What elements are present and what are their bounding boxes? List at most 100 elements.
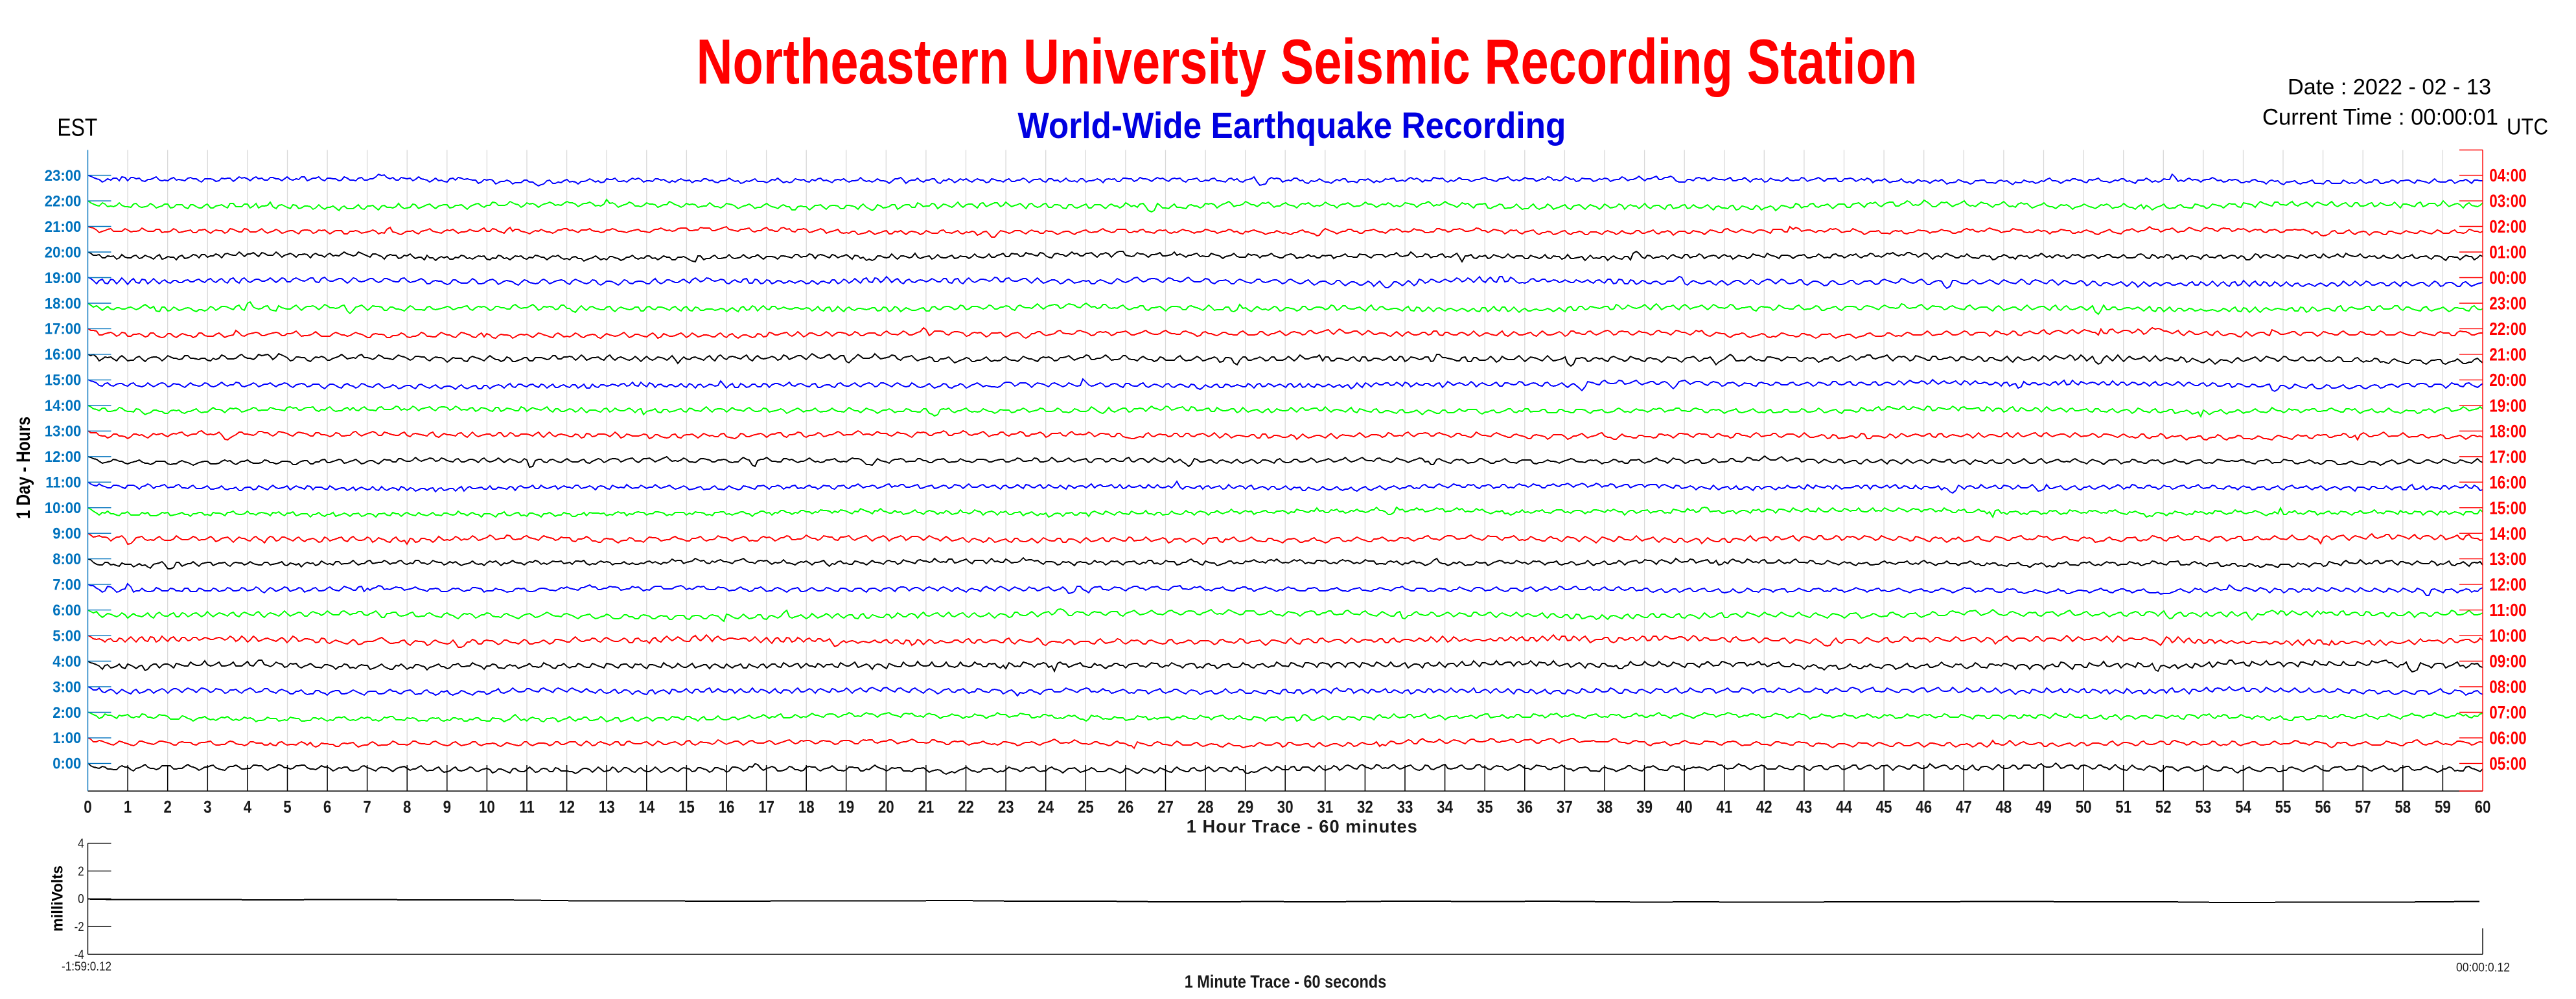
svg-text:13:00: 13:00 xyxy=(2489,549,2526,569)
svg-text:10:00: 10:00 xyxy=(45,500,82,517)
svg-text:5:00: 5:00 xyxy=(52,627,81,645)
svg-text:13: 13 xyxy=(599,798,615,817)
svg-text:44: 44 xyxy=(1836,798,1852,817)
svg-text:39: 39 xyxy=(1636,798,1653,817)
svg-text:1:00: 1:00 xyxy=(52,729,81,747)
svg-text:1 Hour Trace - 60 minutes: 1 Hour Trace - 60 minutes xyxy=(1187,816,1417,836)
svg-text:1: 1 xyxy=(124,798,132,817)
svg-text:38: 38 xyxy=(1597,798,1613,817)
svg-text:23: 23 xyxy=(998,798,1014,817)
svg-text:21:00: 21:00 xyxy=(2489,345,2526,365)
svg-text:6: 6 xyxy=(323,798,331,817)
svg-text:7:00: 7:00 xyxy=(52,576,81,593)
svg-text:1 Day - Hours: 1 Day - Hours xyxy=(13,417,34,519)
svg-text:33: 33 xyxy=(1397,798,1413,817)
svg-text:35: 35 xyxy=(1477,798,1493,817)
svg-text:05:00: 05:00 xyxy=(2489,753,2526,774)
svg-text:16:00: 16:00 xyxy=(45,346,82,363)
svg-text:59: 59 xyxy=(2435,798,2451,817)
svg-text:24: 24 xyxy=(1038,798,1054,817)
svg-text:22:00: 22:00 xyxy=(2489,319,2526,339)
svg-text:4:00: 4:00 xyxy=(52,653,81,671)
svg-text:23:00: 23:00 xyxy=(2489,293,2526,314)
svg-text:21:00: 21:00 xyxy=(45,218,82,236)
svg-text:milliVolts: milliVolts xyxy=(49,866,67,932)
svg-text:01:00: 01:00 xyxy=(2489,242,2526,262)
svg-text:51: 51 xyxy=(2115,798,2131,817)
svg-text:5: 5 xyxy=(283,798,291,817)
svg-text:3: 3 xyxy=(203,798,211,817)
svg-text:00:00: 00:00 xyxy=(2489,268,2526,288)
svg-text:12: 12 xyxy=(559,798,575,817)
svg-text:42: 42 xyxy=(1756,798,1772,817)
svg-text:07:00: 07:00 xyxy=(2489,702,2526,722)
svg-text:4: 4 xyxy=(78,837,84,851)
svg-text:Northeastern University Seismi: Northeastern University Seismic Recordin… xyxy=(697,26,1918,97)
svg-text:56: 56 xyxy=(2315,798,2331,817)
svg-text:6:00: 6:00 xyxy=(52,602,81,619)
svg-text:Current Time : 00:00:01: Current Time : 00:00:01 xyxy=(2262,104,2498,130)
svg-text:10:00: 10:00 xyxy=(2489,626,2526,646)
svg-text:0:00: 0:00 xyxy=(52,755,81,773)
svg-text:19:00: 19:00 xyxy=(45,270,82,287)
svg-text:8: 8 xyxy=(403,798,411,817)
svg-text:20: 20 xyxy=(878,798,894,817)
svg-text:15:00: 15:00 xyxy=(45,372,82,389)
svg-text:52: 52 xyxy=(2155,798,2172,817)
svg-text:26: 26 xyxy=(1118,798,1134,817)
svg-text:34: 34 xyxy=(1437,798,1453,817)
svg-text:-1:59:0.12: -1:59:0.12 xyxy=(62,960,111,974)
svg-text:19:00: 19:00 xyxy=(2489,395,2526,415)
svg-text:04:00: 04:00 xyxy=(2489,165,2526,185)
svg-text:08:00: 08:00 xyxy=(2489,677,2526,697)
svg-text:0: 0 xyxy=(84,798,91,817)
svg-text:18:00: 18:00 xyxy=(45,295,82,312)
svg-text:06:00: 06:00 xyxy=(2489,728,2526,748)
svg-text:16: 16 xyxy=(719,798,735,817)
svg-text:13:00: 13:00 xyxy=(45,423,82,441)
svg-text:22: 22 xyxy=(958,798,974,817)
svg-text:0: 0 xyxy=(78,892,84,906)
svg-text:53: 53 xyxy=(2196,798,2212,817)
svg-text:09:00: 09:00 xyxy=(2489,651,2526,671)
svg-text:45: 45 xyxy=(1876,798,1892,817)
svg-text:2: 2 xyxy=(164,798,172,817)
svg-text:03:00: 03:00 xyxy=(2489,191,2526,211)
svg-text:40: 40 xyxy=(1677,798,1693,817)
svg-text:02:00: 02:00 xyxy=(2489,216,2526,236)
svg-text:8:00: 8:00 xyxy=(52,551,81,568)
svg-text:30: 30 xyxy=(1277,798,1294,817)
svg-text:41: 41 xyxy=(1716,798,1732,817)
svg-text:11: 11 xyxy=(519,798,535,817)
svg-text:55: 55 xyxy=(2275,798,2292,817)
svg-text:32: 32 xyxy=(1357,798,1373,817)
svg-text:21: 21 xyxy=(918,798,934,817)
svg-text:25: 25 xyxy=(1078,798,1094,817)
svg-text:1 Minute Trace - 60 seconds: 1 Minute Trace - 60 seconds xyxy=(1185,971,1387,991)
svg-text:31: 31 xyxy=(1317,798,1333,817)
svg-text:UTC: UTC xyxy=(2507,114,2548,140)
svg-text:36: 36 xyxy=(1516,798,1533,817)
svg-text:9:00: 9:00 xyxy=(52,525,81,543)
svg-text:EST: EST xyxy=(57,115,97,142)
svg-text:23:00: 23:00 xyxy=(45,167,82,185)
svg-text:12:00: 12:00 xyxy=(2489,575,2526,595)
svg-text:2:00: 2:00 xyxy=(52,704,81,722)
svg-text:18:00: 18:00 xyxy=(2489,421,2526,441)
svg-text:27: 27 xyxy=(1157,798,1174,817)
svg-text:14:00: 14:00 xyxy=(45,397,82,415)
svg-text:12:00: 12:00 xyxy=(45,448,82,466)
svg-text:4: 4 xyxy=(244,798,252,817)
svg-text:14: 14 xyxy=(638,798,655,817)
svg-text:20:00: 20:00 xyxy=(45,244,82,261)
svg-text:2: 2 xyxy=(78,864,84,878)
svg-text:46: 46 xyxy=(1916,798,1932,817)
svg-text:14:00: 14:00 xyxy=(2489,523,2526,544)
svg-text:47: 47 xyxy=(1956,798,1972,817)
svg-text:58: 58 xyxy=(2395,798,2411,817)
svg-text:10: 10 xyxy=(479,798,495,817)
svg-text:54: 54 xyxy=(2235,798,2251,817)
svg-text:9: 9 xyxy=(443,798,451,817)
svg-text:18: 18 xyxy=(798,798,815,817)
svg-text:3:00: 3:00 xyxy=(52,678,81,696)
